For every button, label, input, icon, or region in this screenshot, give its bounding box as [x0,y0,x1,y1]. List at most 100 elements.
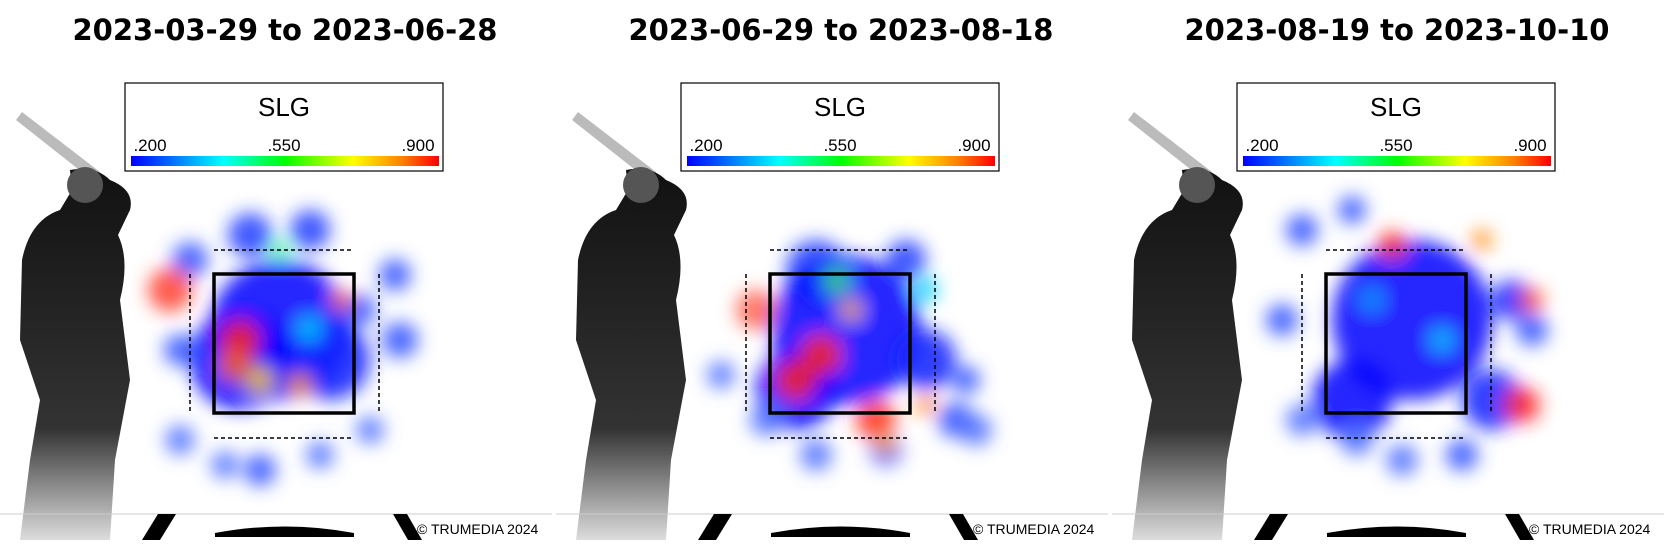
heat-blob [1472,230,1492,250]
heat-blob [750,404,782,436]
heat-blob [952,366,980,394]
heat-blob [228,213,272,257]
heat-blob [1462,370,1522,430]
heat-blob [246,366,274,394]
heat-blob [1332,240,1492,400]
panel-title: 2023-03-29 to 2023-06-28 [73,13,498,47]
heat-blob [707,361,735,389]
legend-title: SLG [1370,92,1422,122]
heat-blob [876,435,896,455]
batters-box [1254,514,1288,540]
panel: 2023-06-29 to 2023-08-18 © TRUMEDIA 2024 S… [556,13,1108,540]
legend-tick: .200 [689,136,722,155]
strike-zone [1324,272,1468,415]
batters-box [1505,514,1534,540]
heat-blob [1504,387,1540,423]
heat-blob [148,268,192,312]
heat-blob [1378,231,1406,259]
bat [572,112,656,180]
batter [572,112,687,540]
bat [1128,112,1212,180]
heat-blob [1286,214,1318,246]
heat-blob [288,373,312,397]
batter-body [1132,168,1243,540]
heat-blob [1312,360,1392,440]
legend-tick: .550 [267,136,300,155]
heatmap [148,210,418,486]
heat-blob [914,278,938,302]
legend-tick: .900 [957,136,990,155]
heat-blob [219,349,251,381]
batter-head [1179,167,1215,203]
heat-blob [298,318,322,342]
heat-blob [356,416,384,444]
heat-blob [841,300,861,320]
legend-tick: .900 [401,136,434,155]
heat-blob [1516,314,1548,346]
batter [16,112,131,540]
heat-blob [306,441,334,469]
batters-box [949,514,978,540]
panel-title: 2023-06-29 to 2023-08-18 [629,13,1054,47]
batter-head [67,167,103,203]
heat-blob [164,334,196,366]
heat-blob [1386,444,1418,476]
heat-blob [344,294,376,326]
heatmap [1266,196,1548,476]
heat-blob [1520,288,1544,312]
legend-tick: .550 [823,136,856,155]
batters-box [698,514,732,540]
heat-blob [379,259,411,291]
batter-body [20,168,131,540]
panel: 2023-03-29 to 2023-06-28 © TRUMEDIA 2024 S… [0,13,552,540]
batter-body [576,168,687,540]
heat-blob [1362,290,1382,310]
heat-blob [800,439,832,471]
legend-tick: .900 [1513,136,1546,155]
legend-tick: .200 [1245,136,1278,155]
heat-blob [822,266,850,294]
color-bar [131,156,439,166]
heat-blob [916,395,936,415]
panel-title: 2023-08-19 to 2023-10-10 [1185,13,1610,47]
legend-title: SLG [258,92,310,122]
heat-blob [1492,280,1532,320]
heat-blob [1432,330,1452,350]
legend-tick: .200 [133,136,166,155]
heat-blob [801,335,841,375]
heat-blob [1338,196,1366,224]
legend-title: SLG [814,92,866,122]
heat-blob [1341,424,1373,456]
bat [16,112,100,180]
credit: © TRUMEDIA 2024 [1529,521,1651,537]
heat-blob [211,451,239,479]
color-bar [1243,156,1551,166]
batter-head [623,167,659,203]
home-plate [1327,526,1466,537]
heat-blob [896,330,956,390]
credit: © TRUMEDIA 2024 [973,521,1095,537]
heat-blob [290,210,330,250]
heat-blob [244,454,276,486]
home-plate [771,526,910,537]
heat-blob [856,400,896,440]
heat-blob [172,242,208,278]
heat-blob [382,322,418,358]
legend-tick: .550 [1379,136,1412,155]
heat-blob [165,425,195,455]
panel: 2023-08-19 to 2023-10-10 © TRUMEDIA 2024 S… [1112,13,1664,540]
heat-blob [960,414,992,446]
strike-zone [768,272,912,415]
heat-blob [776,360,816,400]
batters-box [142,514,176,540]
strike-zone [212,272,356,415]
heat-blob [1286,404,1318,436]
heat-blob [1266,304,1298,336]
batters-box [393,514,422,540]
heat-blob [332,290,352,310]
credit: © TRUMEDIA 2024 [417,521,539,537]
home-plate [215,526,354,537]
color-bar [687,156,995,166]
batter [1128,112,1243,540]
